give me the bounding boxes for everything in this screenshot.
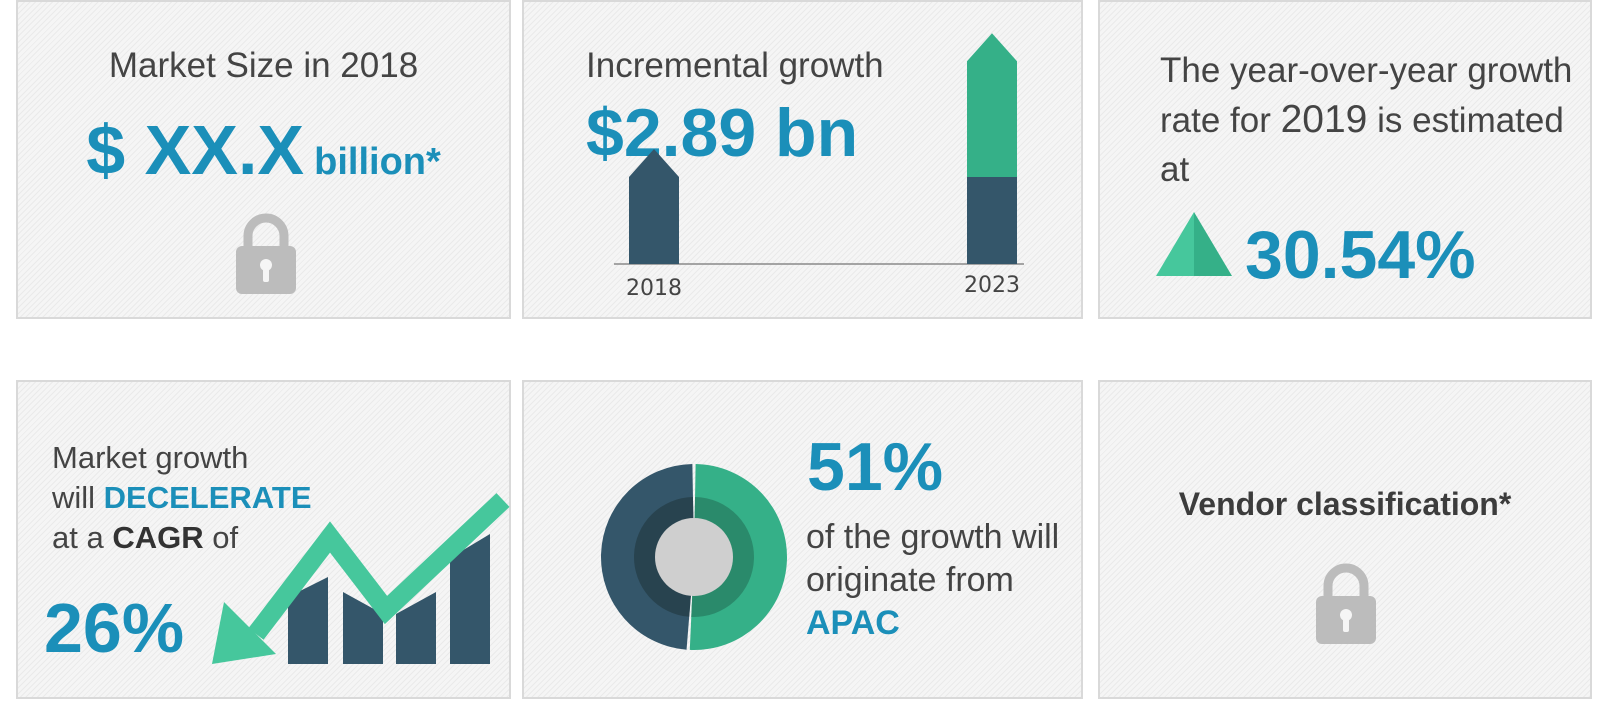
up-triangle-icon: [1156, 212, 1232, 276]
yoy-year: 2019: [1280, 98, 1368, 141]
incremental-growth-value: $2.89 bn: [586, 95, 859, 171]
bar-2023-series-1: [967, 177, 1017, 264]
decelerating-trend-icon: [212, 493, 510, 664]
trend-bar-3: [396, 592, 436, 664]
x-tick-2018: 2018: [626, 276, 682, 301]
vendor-card: Vendor classification*: [1098, 380, 1592, 699]
cagr-decelerate: DECELERATE: [103, 480, 312, 515]
donut-center: [655, 518, 733, 596]
cagr-card: Market growth will DECELERATE at a CAGR …: [16, 380, 511, 699]
yoy-text-after: is estimated at: [1160, 101, 1564, 189]
apac-donut-chart: [601, 464, 787, 650]
market-size-unit: billion*: [314, 141, 441, 183]
incremental-growth-chart: 2018 2023: [614, 33, 1024, 301]
cagr-line3-prefix: at a: [52, 520, 113, 555]
lock-icon: [236, 213, 296, 294]
cagr-text: Market growth will DECELERATE at a CAGR …: [52, 438, 352, 558]
cagr-label: CAGR: [112, 520, 204, 555]
market-size-amount: $ XX.X: [86, 111, 305, 189]
x-tick-2023: 2023: [964, 273, 1020, 298]
trend-arrow-head: [212, 602, 276, 664]
apac-text-prefix: of the growth will originate from: [806, 518, 1060, 599]
lock-icon: [1316, 563, 1376, 644]
incremental-growth-title: Incremental growth: [586, 46, 884, 85]
apac-card: 51% of the growth will originate from AP…: [522, 380, 1083, 699]
bar-2018-series-1: [629, 149, 679, 264]
cagr-line2-prefix: will: [52, 480, 104, 515]
market-size-card: Market Size in 2018 $ XX.X billion*: [16, 0, 511, 319]
yoy-text-before: The year-over-year growth rate for: [1160, 51, 1573, 140]
cagr-value: 26%: [44, 589, 185, 667]
trend-bar-1: [288, 577, 328, 664]
apac-value: 51%: [807, 429, 944, 505]
cagr-line1: Market growth: [52, 440, 249, 475]
vendor-title: Vendor classification*: [1178, 486, 1512, 522]
trend-bar-4: [450, 534, 490, 664]
bar-2023-series-2: [967, 33, 1017, 177]
trend-bar-2: [343, 592, 383, 664]
market-size-value: $ XX.X billion*: [18, 110, 509, 190]
yoy-growth-value: 30.54%: [1245, 217, 1476, 293]
cagr-line3-suffix: of: [203, 520, 239, 555]
trend-arrow-line: [248, 493, 510, 640]
market-size-title: Market Size in 2018: [108, 46, 419, 85]
yoy-growth-text: The year-over-year growth rate for 2019 …: [1160, 46, 1580, 194]
incremental-growth-card: Incremental growth $2.89 bn 2018 2023: [522, 0, 1083, 319]
yoy-growth-card: The year-over-year growth rate for 2019 …: [1098, 0, 1592, 319]
apac-region: APAC: [806, 604, 900, 642]
apac-text: of the growth will originate from APAC: [806, 516, 1076, 645]
